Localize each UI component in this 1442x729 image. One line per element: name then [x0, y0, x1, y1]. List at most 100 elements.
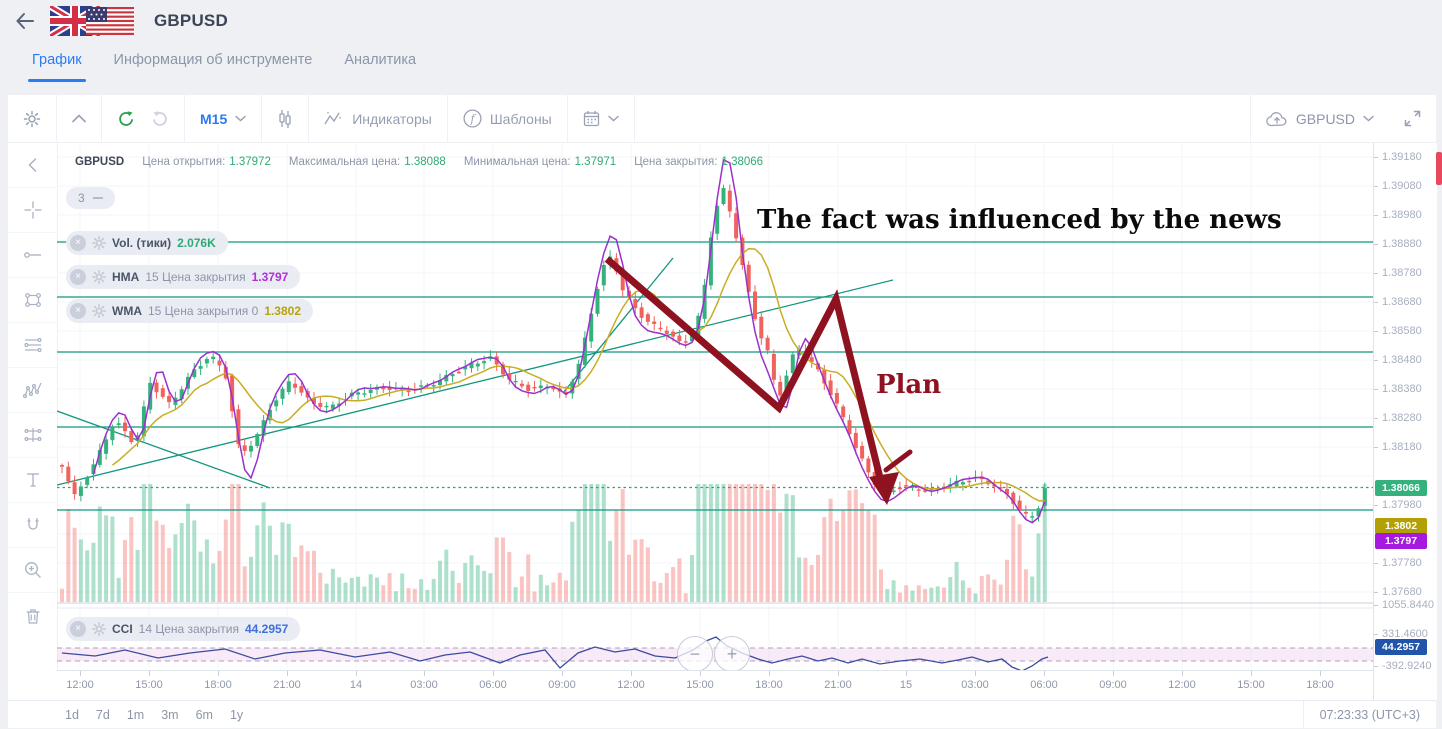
tool-shapes[interactable]: [8, 278, 57, 323]
axis-tick: [631, 671, 632, 676]
range-button-1m[interactable]: 1m: [126, 707, 145, 722]
axis-tick: [1374, 563, 1378, 564]
legend-item: Минимальная цена: 1.37971: [463, 156, 617, 168]
axis-tick: [493, 671, 494, 676]
function-icon: f: [463, 109, 482, 128]
news-annotation: The fact was influenced by the news: [757, 205, 1282, 235]
chevron-down-icon: [1363, 115, 1374, 122]
indicator-params: 15 Цена закрытия: [145, 270, 246, 284]
indicator-value: 1.3797: [251, 270, 289, 284]
cci-zoom-in-button[interactable]: +: [714, 636, 750, 672]
tool-projection[interactable]: [8, 413, 57, 458]
indicator-pill-cci: × CCI 14 Цена закрытия 44.2957: [66, 617, 301, 641]
axis-tick: [80, 671, 81, 676]
tool-crosshair[interactable]: [8, 188, 57, 233]
lines-arrows-icon: [23, 428, 42, 442]
range-button-3m[interactable]: 3m: [161, 707, 179, 722]
us-flag-icon: [86, 7, 134, 35]
price-axis-label: 1.38480: [1382, 354, 1422, 366]
price-axis[interactable]: 1.39180 1.39080 1.38980 1.38880 1.38780 1.386…: [1373, 143, 1437, 700]
time-axis-label: 06:00: [1030, 679, 1058, 691]
time-axis-label: 03:00: [961, 679, 989, 691]
app-header: GBPUSD: [0, 0, 1442, 42]
time-axis-label: 12:00: [66, 679, 94, 691]
range-button-1y[interactable]: 1y: [229, 707, 244, 722]
close-icon[interactable]: ×: [70, 303, 86, 319]
page-title: GBPUSD: [154, 11, 228, 30]
time-axis[interactable]: 12:00 15:00 18:00 21:00 14 03:00 06:00 09:00 12:…: [57, 670, 1373, 701]
chart-plot-area[interactable]: The fact was influenced by the news Plan: [57, 143, 1373, 670]
axis-tick: [906, 671, 907, 676]
axis-tick: [287, 671, 288, 676]
back-arrow-icon[interactable]: [14, 10, 36, 32]
tool-trend-line[interactable]: [8, 233, 57, 278]
toolbar-spacer: [635, 95, 1250, 142]
axis-tick: [1374, 389, 1378, 390]
price-badge: 44.2957: [1375, 639, 1427, 655]
time-axis-label: 12:00: [617, 679, 645, 691]
axis-tick: [975, 671, 976, 676]
tab-instrument-info[interactable]: Информация об инструменте: [113, 52, 313, 68]
timeframe-select[interactable]: M15: [185, 95, 263, 142]
indicators-button[interactable]: Индикаторы: [309, 95, 448, 142]
tab-analytics[interactable]: Аналитика: [344, 52, 417, 68]
fullscreen-button[interactable]: [1389, 95, 1436, 142]
collapse-toolbar-button[interactable]: [57, 95, 102, 142]
cci-zoom-out-button[interactable]: −: [677, 636, 713, 672]
indicator-pill-wma: × WMA 15 Цена закрытия 0 1.3802: [66, 299, 313, 323]
indicator-name: Vol. (тики): [112, 236, 172, 250]
parallel-lines-icon: [23, 337, 42, 353]
range-button-6m[interactable]: 6m: [195, 707, 213, 722]
price-badge: 1.38066: [1375, 480, 1427, 496]
axis-tick: [1374, 360, 1378, 361]
axis-tick: [1374, 447, 1378, 448]
time-axis-label: 18:00: [755, 679, 783, 691]
calendar-button[interactable]: [568, 95, 635, 142]
undo-redo-group: [102, 95, 185, 142]
tool-text[interactable]: [8, 458, 57, 503]
time-axis-label: 12:00: [1168, 679, 1196, 691]
tool-remove-drawings[interactable]: [8, 593, 57, 637]
tool-waves[interactable]: [8, 368, 57, 413]
tool-magnet[interactable]: [8, 503, 57, 548]
axis-tick: [1251, 671, 1252, 676]
time-axis-label: 14: [349, 679, 363, 691]
range-selector: 1d 7d 1m 3m 6m 1y: [65, 708, 243, 722]
redo-icon[interactable]: [150, 110, 169, 128]
price-badge: 1.3797: [1375, 533, 1427, 549]
axis-tick: [218, 671, 219, 676]
gear-icon[interactable]: [92, 236, 106, 250]
ohlc-legend: GBPUSD Цена открытия: 1.37972 Максимальная…: [75, 156, 763, 168]
layout-symbol-select[interactable]: GBPUSD: [1249, 95, 1389, 142]
axis-tick: [1044, 671, 1045, 676]
undo-icon[interactable]: [117, 110, 136, 128]
close-icon[interactable]: ×: [70, 269, 86, 285]
indicator-count-pill[interactable]: 3: [66, 187, 115, 209]
price-axis-label: 1055.8440: [1382, 599, 1434, 611]
close-icon[interactable]: ×: [70, 621, 86, 637]
indicator-name: CCI: [112, 622, 133, 636]
tool-fib-lines[interactable]: [8, 323, 57, 368]
gear-icon[interactable]: [92, 270, 106, 284]
close-icon[interactable]: ×: [70, 235, 86, 251]
price-axis-label: 1.38280: [1382, 412, 1422, 424]
price-axis-label: 1.38180: [1382, 441, 1422, 453]
tool-zoom-in[interactable]: [8, 548, 57, 593]
axis-tick: [1374, 186, 1378, 187]
tab-bar: График Информация об инструменте Аналити…: [28, 46, 418, 84]
settings-button[interactable]: [8, 95, 57, 142]
sidebar-collapse-button[interactable]: [8, 143, 57, 188]
axis-tick: [838, 671, 839, 676]
gear-icon[interactable]: [92, 622, 106, 636]
chart-type-button[interactable]: [262, 95, 310, 142]
range-button-1d[interactable]: 1d: [65, 707, 79, 722]
templates-button[interactable]: f Шаблоны: [448, 95, 568, 142]
tab-chart[interactable]: График: [28, 46, 86, 84]
price-axis-label: 1.37680: [1382, 586, 1422, 598]
axis-tick: [1374, 331, 1378, 332]
time-axis-label: 21:00: [273, 679, 301, 691]
gear-icon[interactable]: [92, 304, 106, 318]
indicator-value: 44.2957: [244, 622, 289, 636]
range-button-7d[interactable]: 7d: [95, 707, 110, 722]
time-axis-label: 18:00: [204, 679, 232, 691]
